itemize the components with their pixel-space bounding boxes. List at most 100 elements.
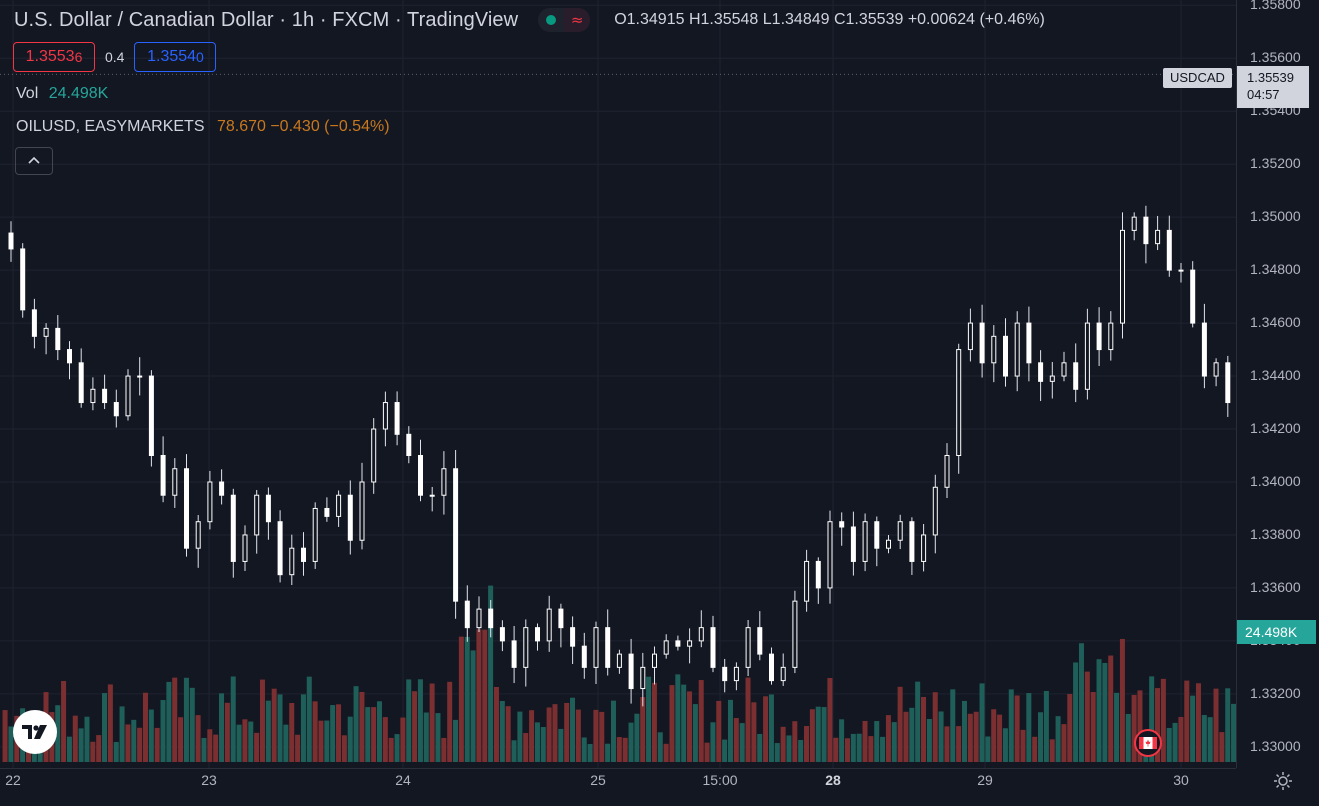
candle[interactable] (184, 454, 189, 557)
candlestick-chart[interactable] (0, 0, 1236, 768)
candle[interactable] (546, 595, 552, 652)
candle[interactable] (640, 652, 646, 707)
symbol-title[interactable]: U.S. Dollar / Canadian Dollar · 1h · FXC… (14, 8, 519, 31)
candle[interactable] (464, 585, 470, 642)
candle[interactable] (418, 439, 423, 502)
candle[interactable] (277, 510, 283, 583)
candle[interactable] (43, 323, 49, 355)
candle[interactable] (31, 298, 37, 349)
candle[interactable] (967, 308, 973, 362)
candle[interactable] (886, 534, 891, 554)
candle[interactable] (1213, 358, 1219, 387)
candle[interactable] (1096, 307, 1102, 366)
sell-button[interactable]: 1.3553 6 (13, 42, 95, 72)
candle[interactable] (1073, 343, 1079, 403)
candle[interactable] (1014, 311, 1020, 392)
candle[interactable] (570, 616, 576, 665)
candle[interactable] (979, 304, 985, 378)
candle[interactable] (792, 590, 798, 674)
market-status-pill[interactable]: ≈ (538, 8, 591, 32)
candle[interactable] (616, 649, 622, 674)
candle[interactable] (605, 609, 611, 676)
canada-flag-icon[interactable] (1134, 729, 1162, 757)
candle[interactable] (254, 489, 260, 554)
candle[interactable] (102, 374, 108, 410)
candle[interactable] (511, 626, 517, 684)
candle[interactable] (8, 221, 14, 262)
candle[interactable] (944, 443, 950, 498)
candle[interactable] (160, 436, 166, 503)
candle[interactable] (862, 513, 868, 572)
candle[interactable] (780, 653, 786, 686)
candle[interactable] (1061, 351, 1067, 382)
candle[interactable] (1155, 215, 1161, 251)
price-axis[interactable]: 1.35800 1.35600 1.35400 1.35200 1.35000 1.348… (1236, 0, 1319, 768)
candle[interactable] (1131, 212, 1137, 241)
candle[interactable] (909, 517, 915, 575)
candle[interactable] (535, 623, 540, 651)
candle[interactable] (757, 611, 763, 661)
candle[interactable] (382, 391, 388, 447)
candle[interactable] (219, 469, 225, 505)
candle[interactable] (1166, 215, 1172, 277)
candle[interactable] (558, 603, 564, 648)
candle[interactable] (1003, 318, 1008, 387)
candle[interactable] (453, 450, 459, 619)
candle[interactable] (55, 315, 61, 361)
candle[interactable] (827, 510, 833, 604)
candle[interactable] (804, 549, 810, 612)
candle[interactable] (336, 490, 342, 527)
candle[interactable] (289, 534, 295, 586)
candle[interactable] (698, 610, 704, 648)
candle[interactable] (1178, 262, 1184, 283)
collapse-legend-button[interactable] (15, 147, 53, 175)
candle[interactable] (1049, 361, 1055, 399)
candle[interactable] (265, 487, 271, 540)
candle[interactable] (932, 474, 938, 554)
candle[interactable] (90, 377, 96, 411)
candle[interactable] (1201, 303, 1207, 389)
candle[interactable] (476, 596, 482, 632)
volume-legend[interactable]: Vol 24.498K (16, 85, 108, 103)
candle[interactable] (663, 634, 669, 659)
candle[interactable] (991, 325, 997, 383)
candle[interactable] (722, 658, 728, 693)
candle[interactable] (195, 515, 201, 568)
candle[interactable] (733, 662, 739, 691)
candle[interactable] (113, 389, 119, 428)
candle[interactable] (429, 486, 435, 512)
candle[interactable] (687, 628, 693, 664)
candle[interactable] (839, 512, 845, 546)
candle[interactable] (850, 511, 856, 576)
candle[interactable] (148, 370, 154, 467)
candle[interactable] (347, 480, 353, 555)
compare-legend[interactable]: OILUSD, EASYMARKETS 78.670 −0.430 (−0.54… (16, 118, 390, 136)
tradingview-logo[interactable] (13, 710, 57, 754)
candle[interactable] (499, 620, 505, 652)
candle[interactable] (815, 557, 821, 604)
buy-button[interactable]: 1.3554 0 (134, 42, 217, 72)
candle[interactable] (523, 619, 529, 687)
candle[interactable] (1225, 355, 1231, 417)
candle[interactable] (956, 343, 962, 474)
candle[interactable] (745, 620, 751, 677)
candle[interactable] (1026, 306, 1032, 382)
candle[interactable] (137, 357, 143, 396)
candle[interactable] (1120, 212, 1125, 339)
candle[interactable] (207, 470, 213, 530)
candle[interactable] (125, 369, 131, 421)
candle[interactable] (324, 497, 330, 522)
candle[interactable] (406, 426, 412, 464)
candle[interactable] (1084, 308, 1090, 400)
candle[interactable] (1143, 205, 1149, 264)
time-axis[interactable] (0, 768, 1236, 806)
candle[interactable] (371, 418, 377, 494)
candle[interactable] (769, 647, 774, 685)
candle[interactable] (488, 599, 494, 638)
candle[interactable] (359, 462, 365, 550)
candle[interactable] (921, 523, 927, 572)
candle[interactable] (441, 451, 447, 515)
candle[interactable] (652, 646, 657, 685)
candle[interactable] (1190, 261, 1196, 328)
candle[interactable] (1108, 311, 1114, 361)
